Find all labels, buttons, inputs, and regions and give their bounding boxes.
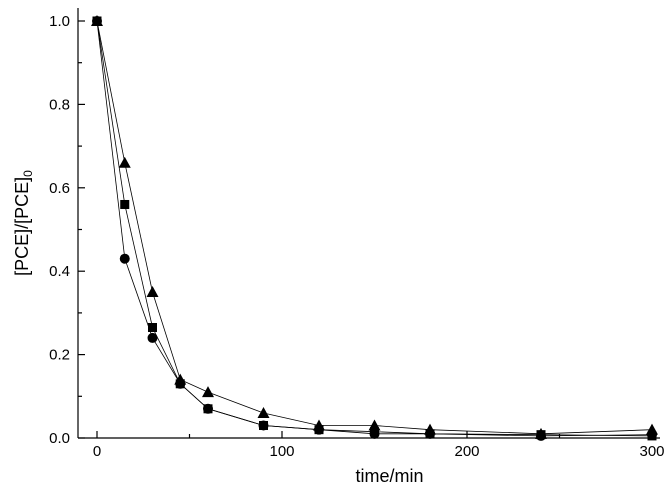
point-circle-4 <box>203 403 213 414</box>
y-tick-label-2: 0.4 <box>49 263 70 280</box>
y-axis-title-subscript: 0 <box>21 170 35 177</box>
point-triangle-7 <box>368 419 381 431</box>
point-triangle-9 <box>535 427 547 439</box>
series-layer <box>91 15 658 441</box>
y-tick-label-4: 0.8 <box>49 96 70 113</box>
x-tick-label-2: 200 <box>454 443 479 460</box>
point-triangle-4 <box>202 386 214 398</box>
series-square <box>92 16 657 441</box>
series-line-triangle <box>96 20 653 435</box>
point-square-1 <box>120 199 130 209</box>
y-tick-label-5: 1.0 <box>49 13 70 30</box>
point-square-2 <box>148 322 157 332</box>
point-triangle-6 <box>313 419 325 431</box>
point-triangle-1 <box>118 156 131 168</box>
y-tick-label-0: 0.0 <box>49 430 70 447</box>
point-triangle-3 <box>174 373 187 385</box>
y-tick-label-3: 0.6 <box>49 180 70 197</box>
x-tick-label-1: 100 <box>269 443 294 460</box>
point-circle-7 <box>369 428 380 439</box>
x-tick-label-3: 300 <box>639 443 664 460</box>
point-triangle-0 <box>91 15 103 26</box>
point-triangle-2 <box>146 286 159 298</box>
point-triangle-10 <box>646 423 658 435</box>
point-triangle-8 <box>424 423 436 435</box>
axes <box>77 8 660 439</box>
x-axis-title: time/min <box>355 466 423 486</box>
x-tick-label-0: 0 <box>93 443 101 460</box>
point-circle-1 <box>119 253 130 264</box>
series-triangle <box>91 15 658 439</box>
y-tick-label-1: 0.2 <box>49 347 70 364</box>
point-circle-5 <box>258 420 269 431</box>
y-ticks: 0.0 0.2 0.4 0.6 0.8 1.0 <box>49 13 85 447</box>
y-axis-title: [PCE]/[PCE]0 <box>12 170 35 276</box>
series-circle <box>92 16 657 441</box>
point-triangle-5 <box>257 406 270 418</box>
point-circle-2 <box>147 332 158 343</box>
y-axis-title-main: [PCE]/[PCE] <box>12 177 32 276</box>
